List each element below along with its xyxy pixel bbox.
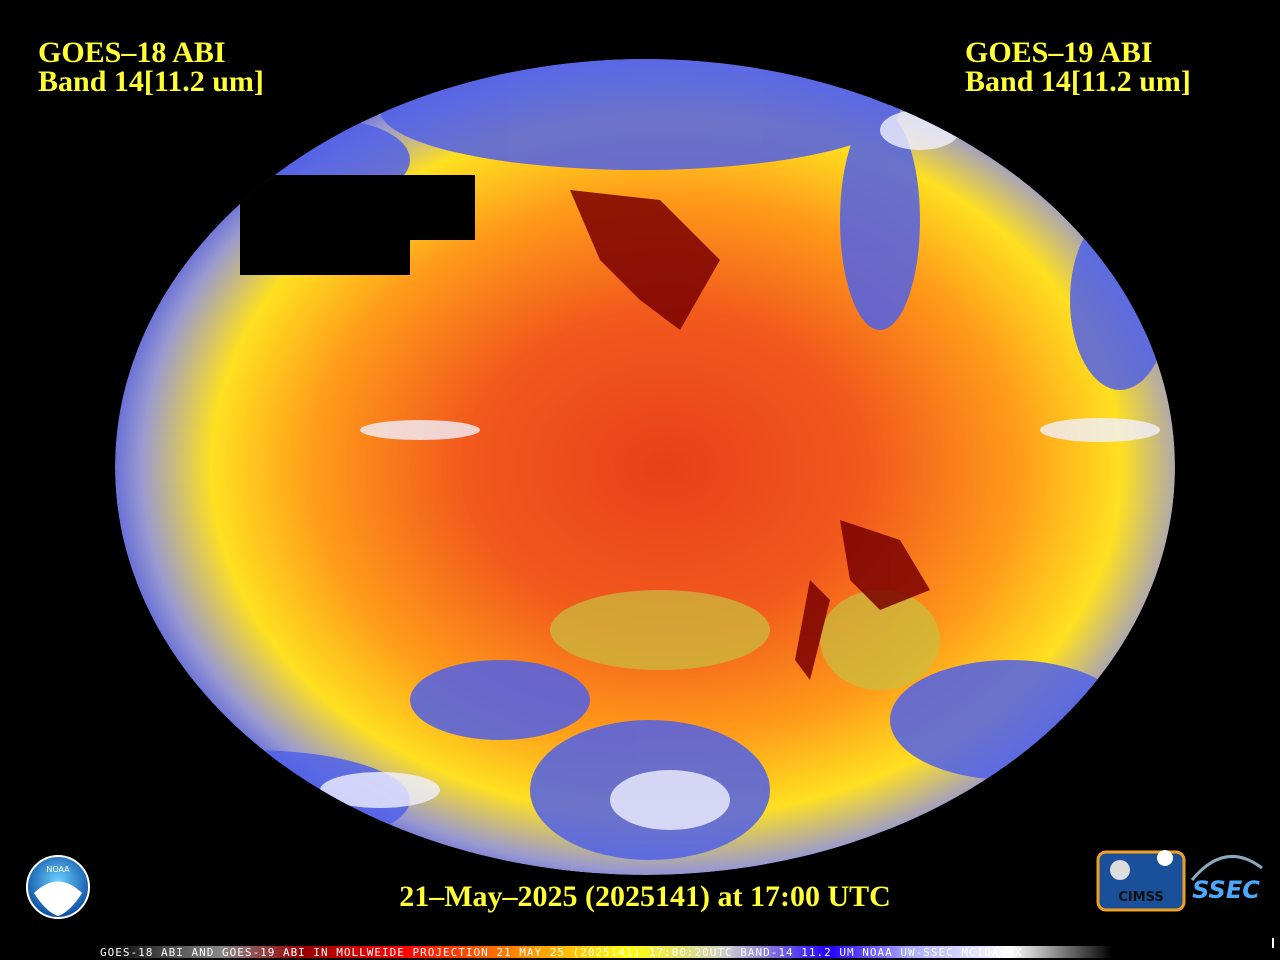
ssec-logo: SSEC <box>1190 854 1263 904</box>
corner-mark <box>1272 938 1274 948</box>
noaa-logo: NOAA <box>26 855 90 919</box>
earth-disk <box>115 59 1175 875</box>
footer-caption: GOES-18 ABI AND GOES-19 ABI IN MOLLWEIDE… <box>100 946 1022 959</box>
cimss-label: CIMSS <box>1118 890 1163 905</box>
left-band: Band 14[11.2 um] <box>38 65 264 98</box>
left-satellite: GOES–18 ABI <box>38 36 226 69</box>
ssec-label: SSEC <box>1192 876 1260 904</box>
cimss-logo: CIMSS <box>1096 850 1186 912</box>
right-band: Band 14[11.2 um] <box>965 65 1191 98</box>
timestamp: 21–May–2025 (2025141) at 17:00 UTC <box>399 880 891 913</box>
color-bar <box>100 946 1112 958</box>
right-satellite: GOES–19 ABI <box>965 36 1153 69</box>
noaa-label: NOAA <box>46 865 70 874</box>
